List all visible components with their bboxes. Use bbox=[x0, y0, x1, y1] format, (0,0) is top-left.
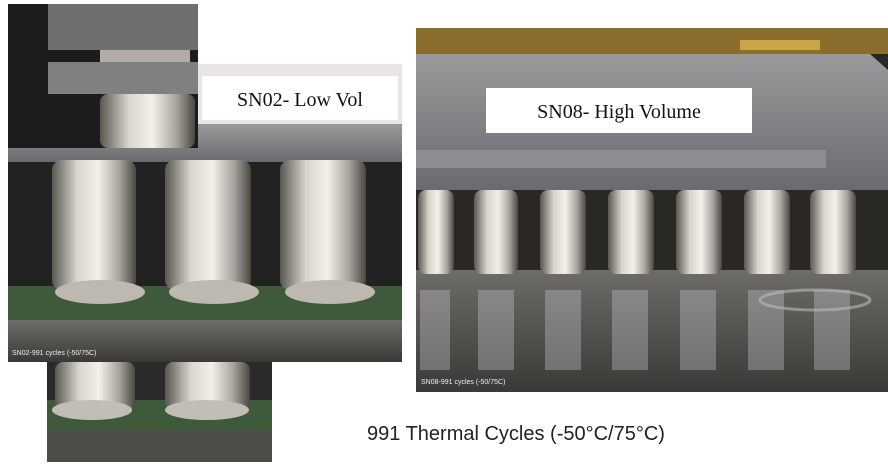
label-box bbox=[486, 88, 752, 133]
top-inset bbox=[8, 4, 198, 148]
reflections bbox=[420, 290, 850, 370]
figure-title: 991 Thermal Cycles (-50°C/75°C) bbox=[367, 423, 665, 445]
board-reflection bbox=[8, 320, 402, 362]
solder-columns bbox=[418, 190, 856, 274]
solder-columns bbox=[52, 160, 375, 304]
panel-caption: SN02-991 cycles (-50/75C) bbox=[12, 350, 96, 357]
left-panel: SN02- Low Vol SN02-991 cycles (-50/75C) bbox=[8, 64, 402, 362]
panel-label: SN02- Low Vol bbox=[237, 89, 363, 111]
right-panel: SN08- High Volume SN08-991 cycles (-50/7… bbox=[416, 28, 888, 392]
panel-caption: SN08-991 cycles (-50/75C) bbox=[421, 379, 505, 386]
panel-label: SN08- High Volume bbox=[537, 101, 701, 123]
label-box bbox=[202, 76, 398, 120]
bottom-inset bbox=[47, 362, 272, 462]
